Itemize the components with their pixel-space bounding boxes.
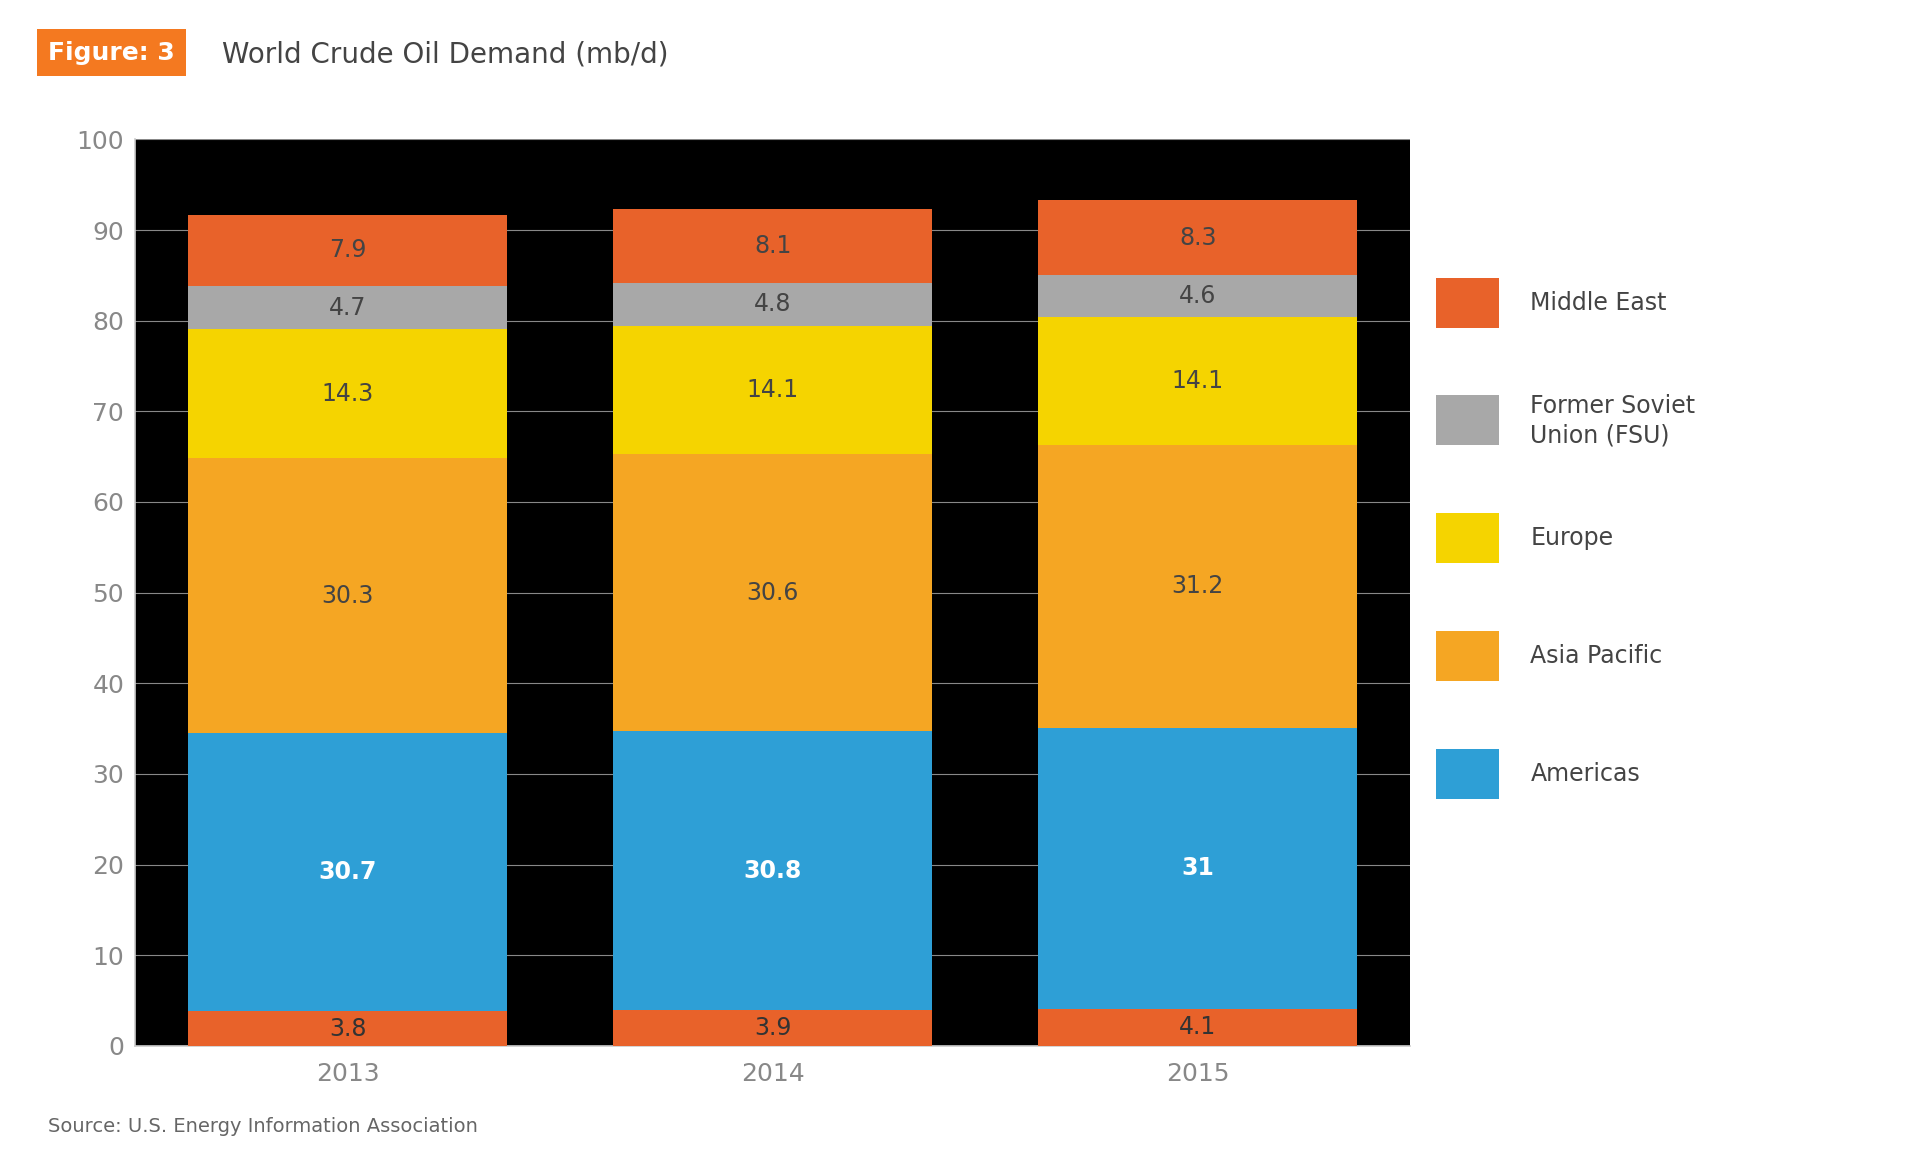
FancyBboxPatch shape — [1437, 395, 1499, 445]
Bar — [1039, 275, 1356, 317]
Text: 14.1: 14.1 — [748, 378, 798, 402]
Text: 30.3: 30.3 — [321, 583, 375, 608]
Text: Figure: 3: Figure: 3 — [48, 41, 176, 65]
Text: 4.8: 4.8 — [753, 293, 792, 316]
Text: 30.8: 30.8 — [744, 859, 802, 883]
Bar — [614, 731, 931, 1011]
Text: 30.7: 30.7 — [319, 860, 377, 884]
Bar — [614, 327, 931, 454]
Text: Europe: Europe — [1530, 526, 1613, 551]
Bar — [614, 209, 931, 282]
FancyBboxPatch shape — [1437, 514, 1499, 564]
Bar — [189, 1011, 506, 1046]
Text: 31.2: 31.2 — [1171, 574, 1225, 598]
Text: Former Soviet
Union (FSU): Former Soviet Union (FSU) — [1530, 394, 1696, 447]
FancyBboxPatch shape — [1437, 749, 1499, 798]
Bar — [189, 286, 506, 329]
Bar — [189, 459, 506, 733]
Bar — [189, 215, 506, 286]
Text: 4.7: 4.7 — [328, 295, 367, 320]
Text: Source: U.S. Energy Information Association: Source: U.S. Energy Information Associat… — [48, 1118, 479, 1136]
Bar — [1039, 1009, 1356, 1046]
Text: 14.3: 14.3 — [321, 381, 375, 406]
Bar — [1039, 200, 1356, 275]
Bar — [614, 1011, 931, 1046]
Text: 30.6: 30.6 — [746, 581, 800, 604]
Text: 8.3: 8.3 — [1179, 225, 1217, 250]
Text: 3.9: 3.9 — [753, 1016, 792, 1040]
Bar — [614, 454, 931, 731]
Text: Americas: Americas — [1530, 762, 1640, 786]
Bar — [189, 733, 506, 1011]
Text: 4.1: 4.1 — [1179, 1016, 1217, 1039]
Bar — [1039, 317, 1356, 445]
FancyBboxPatch shape — [1437, 631, 1499, 681]
Bar — [1039, 727, 1356, 1009]
FancyBboxPatch shape — [1437, 278, 1499, 328]
Bar — [189, 329, 506, 459]
Text: 7.9: 7.9 — [328, 238, 367, 263]
Text: 31: 31 — [1180, 856, 1215, 880]
Text: Asia Pacific: Asia Pacific — [1530, 644, 1663, 668]
Text: 3.8: 3.8 — [328, 1017, 367, 1041]
Text: World Crude Oil Demand (mb/d): World Crude Oil Demand (mb/d) — [222, 41, 668, 69]
Bar — [1039, 445, 1356, 727]
Text: 4.6: 4.6 — [1179, 285, 1217, 308]
Text: 8.1: 8.1 — [753, 234, 792, 258]
Text: Middle East: Middle East — [1530, 290, 1667, 315]
Text: 14.1: 14.1 — [1173, 370, 1223, 393]
Bar — [614, 282, 931, 327]
